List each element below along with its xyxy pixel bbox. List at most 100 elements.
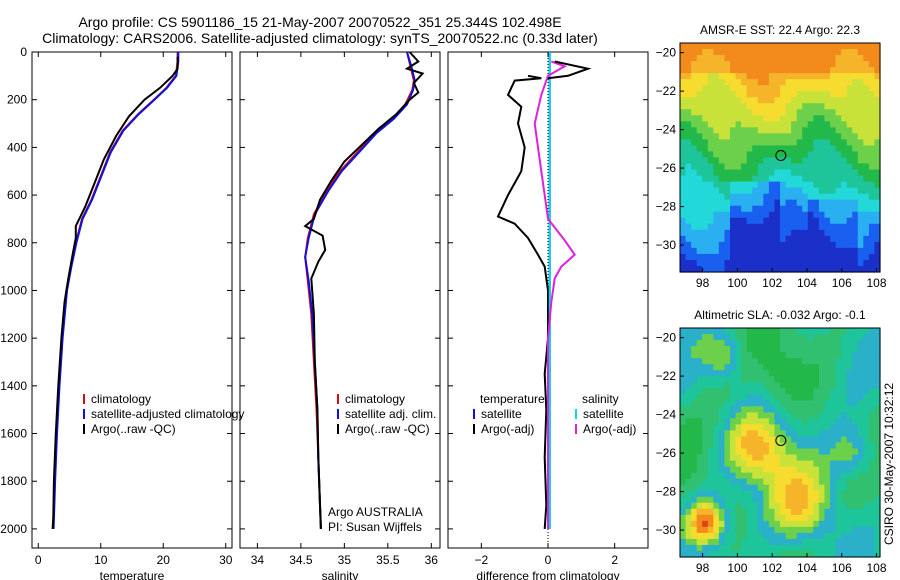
heatmap-cell — [763, 85, 770, 92]
heatmap-cell — [752, 448, 759, 456]
heatmap-cell — [741, 85, 748, 92]
heatmap-cell — [830, 259, 837, 267]
heatmap-cell — [702, 418, 709, 426]
heatmap-cell — [768, 133, 776, 141]
heatmap-cell — [868, 97, 876, 104]
heatmap-cell — [713, 472, 720, 480]
heatmap-cell — [846, 502, 853, 510]
heatmap-cell — [691, 454, 698, 462]
heatmap-cell — [702, 442, 709, 450]
heatmap-cell — [746, 544, 753, 552]
heatmap-cell — [874, 532, 881, 540]
heatmap-cell — [730, 127, 737, 134]
heatmap-cell — [774, 127, 781, 134]
heatmap-cell — [730, 478, 737, 486]
heatmap-cell — [774, 223, 781, 231]
heatmap-cell — [780, 394, 787, 401]
heatmap-cell — [857, 412, 864, 419]
heatmap-cell — [707, 340, 714, 347]
heatmap-cell — [691, 532, 698, 540]
heatmap-cell — [752, 442, 759, 450]
heatmap-cell — [802, 265, 809, 273]
heatmap-cell — [718, 400, 726, 407]
heatmap-cell — [780, 115, 787, 122]
heatmap-cell — [763, 490, 770, 498]
heatmap-cell — [774, 115, 781, 122]
heatmap-cell — [735, 478, 742, 486]
heatmap-cell — [780, 61, 787, 68]
heatmap-cell — [735, 91, 742, 98]
heatmap-cell — [730, 352, 737, 359]
heatmap-cell — [752, 253, 759, 261]
heatmap-cell — [863, 79, 870, 86]
heatmap-cell — [746, 163, 753, 171]
heatmap-cell — [802, 478, 809, 486]
heatmap-cell — [824, 514, 831, 522]
heatmap-cell — [813, 55, 820, 62]
heatmap-cell — [830, 328, 837, 335]
heatmap-cell — [846, 115, 853, 122]
heatmap-cell — [691, 157, 698, 165]
heatmap-cell — [735, 526, 742, 534]
heatmap-cell — [830, 217, 837, 225]
heatmap-cell — [841, 460, 848, 468]
heatmap-cell — [852, 199, 859, 207]
heatmap-cell — [746, 334, 753, 341]
heatmap-cell — [824, 61, 831, 68]
heatmap-cell — [813, 91, 820, 98]
heatmap-cell — [863, 109, 870, 116]
legend-label: satellite adj. clim. — [345, 407, 436, 421]
heatmap-cell — [702, 85, 709, 92]
heatmap-cell — [852, 79, 859, 86]
heatmap-cell — [846, 520, 853, 528]
heatmap-cell — [824, 394, 831, 401]
heatmap-cell — [752, 424, 759, 432]
heatmap-cell — [813, 448, 820, 456]
heatmap-cell — [824, 364, 831, 371]
heatmap-cell — [857, 466, 864, 474]
heatmap-cell — [746, 388, 753, 395]
heatmap-cell — [774, 163, 781, 171]
heatmap-cell — [841, 478, 848, 486]
heatmap-cell — [868, 538, 876, 546]
heatmap-cell — [802, 199, 809, 207]
heatmap-cell — [785, 508, 792, 516]
heatmap-cell — [696, 526, 703, 534]
heatmap-cell — [846, 109, 853, 116]
heatmap-cell — [752, 79, 759, 86]
heatmap-cell — [807, 97, 814, 104]
heatmap-cell — [757, 448, 764, 456]
heatmap-cell — [785, 340, 792, 347]
heatmap-cell — [696, 163, 703, 171]
heatmap-cell — [707, 544, 714, 552]
heatmap-cell — [741, 67, 748, 74]
heatmap-cell — [691, 43, 698, 50]
heatmap-cell — [868, 454, 876, 462]
heatmap-cell — [863, 85, 870, 92]
heatmap-cell — [780, 229, 787, 237]
heatmap-cell — [702, 211, 709, 219]
heatmap-cell — [763, 97, 770, 104]
heatmap-cell — [707, 382, 714, 389]
heatmap-cell — [780, 151, 787, 159]
heatmap-cell — [757, 199, 764, 207]
heatmap-cell — [763, 91, 770, 98]
heatmap-cell — [718, 382, 726, 389]
heatmap-cell — [785, 496, 792, 504]
heatmap-cell — [763, 526, 770, 534]
heatmap-cell — [846, 514, 853, 522]
annotation-line-2: PI: Susan Wijffels — [328, 520, 422, 534]
heatmap-cell — [841, 538, 848, 546]
heatmap-cell — [713, 109, 720, 116]
heatmap-cell — [702, 169, 709, 177]
heatmap-cell — [696, 502, 703, 510]
heatmap-cell — [752, 484, 759, 492]
heatmap-cell — [746, 454, 753, 462]
heatmap-cell — [713, 247, 720, 255]
heatmap-cell — [835, 340, 842, 347]
heatmap-cell — [874, 352, 881, 359]
heatmap-cell — [863, 406, 870, 413]
heatmap-cell — [702, 346, 709, 353]
heatmap-cell — [780, 103, 787, 110]
heatmap-cell — [691, 235, 698, 243]
